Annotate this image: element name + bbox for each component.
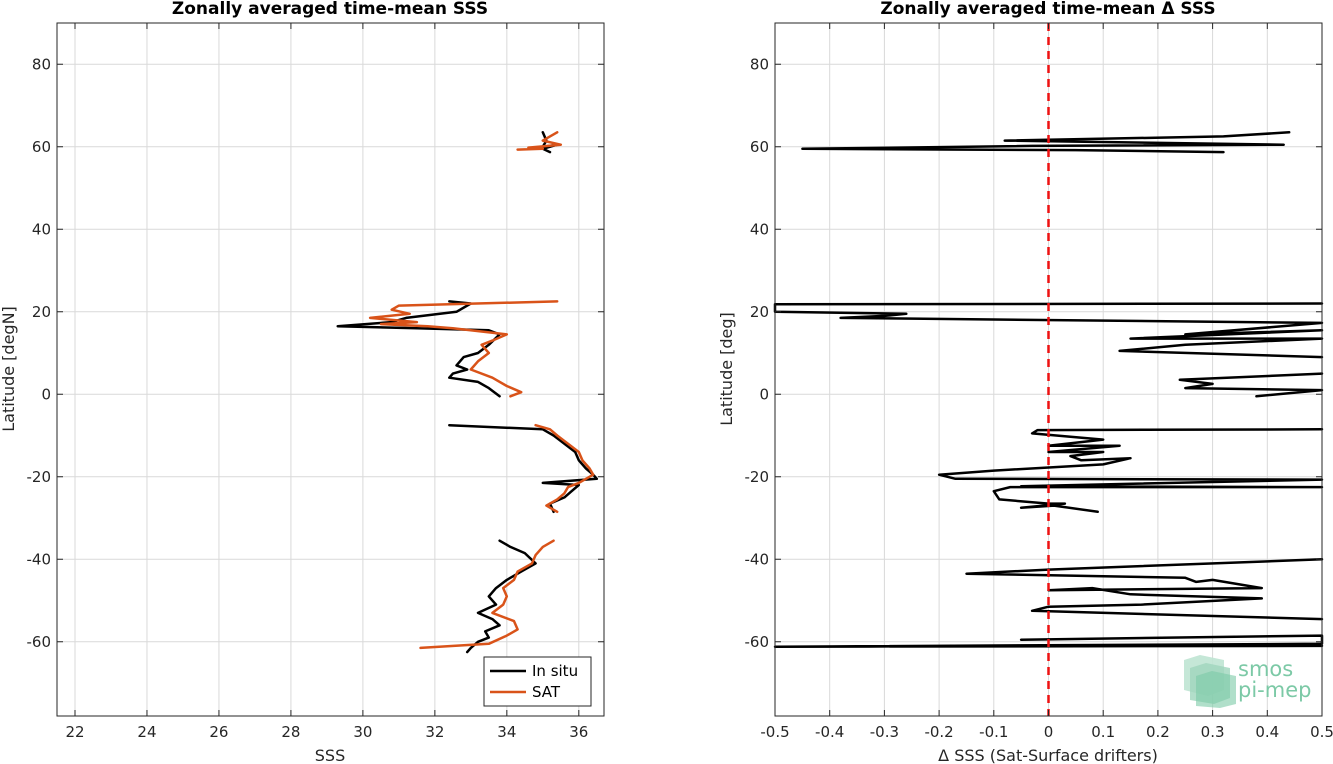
left-y-axis-label: Latitude [degN] — [0, 306, 18, 432]
left-plot-area — [57, 23, 604, 716]
right-y-tick-label: -60 — [745, 633, 770, 651]
right-x-tick-label: 0.5 — [1310, 723, 1333, 741]
right-x-tick-label: 0.3 — [1201, 723, 1225, 741]
left-x-tick-label: 26 — [209, 723, 228, 741]
right-x-tick-label: 0.2 — [1146, 723, 1170, 741]
legend-insitu-label: In situ — [532, 662, 578, 680]
right-y-tick-label: -40 — [745, 550, 770, 568]
right-chart-title: Zonally averaged time-mean Δ SSS — [880, 0, 1215, 19]
right-x-tick-label: 0 — [1044, 723, 1054, 741]
logo-text-pimep: pi-mep — [1238, 678, 1311, 702]
right-x-tick-label: -0.1 — [979, 723, 1008, 741]
left-y-tick-label: -60 — [27, 633, 52, 651]
left-chart-title: Zonally averaged time-mean SSS — [172, 0, 488, 19]
left-y-tick-label: 40 — [32, 220, 51, 238]
logo-waves-icon — [1184, 655, 1236, 708]
right-y-axis-label: Latitude [deg] — [717, 312, 736, 426]
left-x-axis-label: SSS — [315, 746, 345, 764]
right-y-tick-label: 80 — [750, 55, 769, 73]
left-series-sat-line — [368, 300, 559, 398]
right-x-tick-label: -0.4 — [815, 723, 844, 741]
right-x-tick-label: -0.5 — [760, 723, 789, 741]
right-panel: -0.5 -0.4 -0.3 -0.2 -0.1 0 0.1 0.2 0.3 0.4 0.5 -60 -… — [717, 0, 1333, 764]
left-series-sat-line — [534, 423, 595, 514]
left-x-tick-label: 36 — [569, 723, 588, 741]
right-series-delta-line — [773, 302, 1324, 359]
left-x-tick-label: 22 — [65, 723, 84, 741]
right-y-tick-label: 0 — [759, 385, 769, 403]
left-x-tick-label: 34 — [497, 723, 516, 741]
left-series-sat-line — [419, 539, 555, 650]
left-y-tick-label: -40 — [27, 550, 52, 568]
right-x-tick-label: -0.3 — [870, 723, 899, 741]
right-y-tick-label: -20 — [745, 468, 770, 486]
left-series — [336, 131, 599, 654]
left-grid — [57, 23, 604, 716]
right-x-tick-label: -0.2 — [924, 723, 953, 741]
legend-box — [483, 656, 592, 707]
left-panel: 22 24 26 28 30 32 34 36 -60 -40 -20 0 20 40 60 80 Zonal… — [0, 0, 605, 764]
left-x-tick-label: 24 — [137, 723, 156, 741]
right-y-tick-label: 60 — [750, 138, 769, 156]
left-y-tick-label: 80 — [32, 55, 51, 73]
left-axes-box — [56, 22, 605, 717]
right-series-delta-line — [801, 131, 1291, 154]
legend-sat-label: SAT — [532, 683, 561, 701]
left-series-in-situ-line — [465, 539, 537, 654]
smos-pimep-logo: smos pi-mep — [1184, 655, 1311, 708]
right-series — [773, 131, 1324, 648]
left-y-tick-label: -20 — [27, 468, 52, 486]
left-y-tick-label: 60 — [32, 138, 51, 156]
right-series-delta-line — [1178, 372, 1324, 398]
legend: In situ SAT — [483, 656, 592, 707]
left-x-tick-label: 30 — [353, 723, 372, 741]
right-ticks: -0.5 -0.4 -0.3 -0.2 -0.1 0 0.1 0.2 0.3 0.4 0.5 -60 -… — [745, 23, 1333, 741]
left-ticks: 22 24 26 28 30 32 34 36 -60 -40 -20 0 20 40 60 80 — [27, 23, 604, 741]
left-series-sat-line — [516, 131, 563, 151]
right-x-axis-label: Δ SSS (Sat-Surface drifters) — [938, 746, 1158, 764]
right-y-tick-label: 20 — [750, 303, 769, 321]
right-x-tick-label: 0.4 — [1255, 723, 1279, 741]
left-x-tick-label: 32 — [425, 723, 444, 741]
right-series-delta-line — [937, 428, 1324, 514]
left-y-tick-label: 20 — [32, 303, 51, 321]
left-x-tick-label: 28 — [281, 723, 300, 741]
left-y-tick-label: 0 — [41, 385, 51, 403]
left-series-in-situ-line — [336, 300, 501, 398]
right-x-tick-label: 0.1 — [1091, 723, 1115, 741]
logo-text-smos: smos — [1238, 657, 1293, 681]
right-y-tick-label: 40 — [750, 220, 769, 238]
